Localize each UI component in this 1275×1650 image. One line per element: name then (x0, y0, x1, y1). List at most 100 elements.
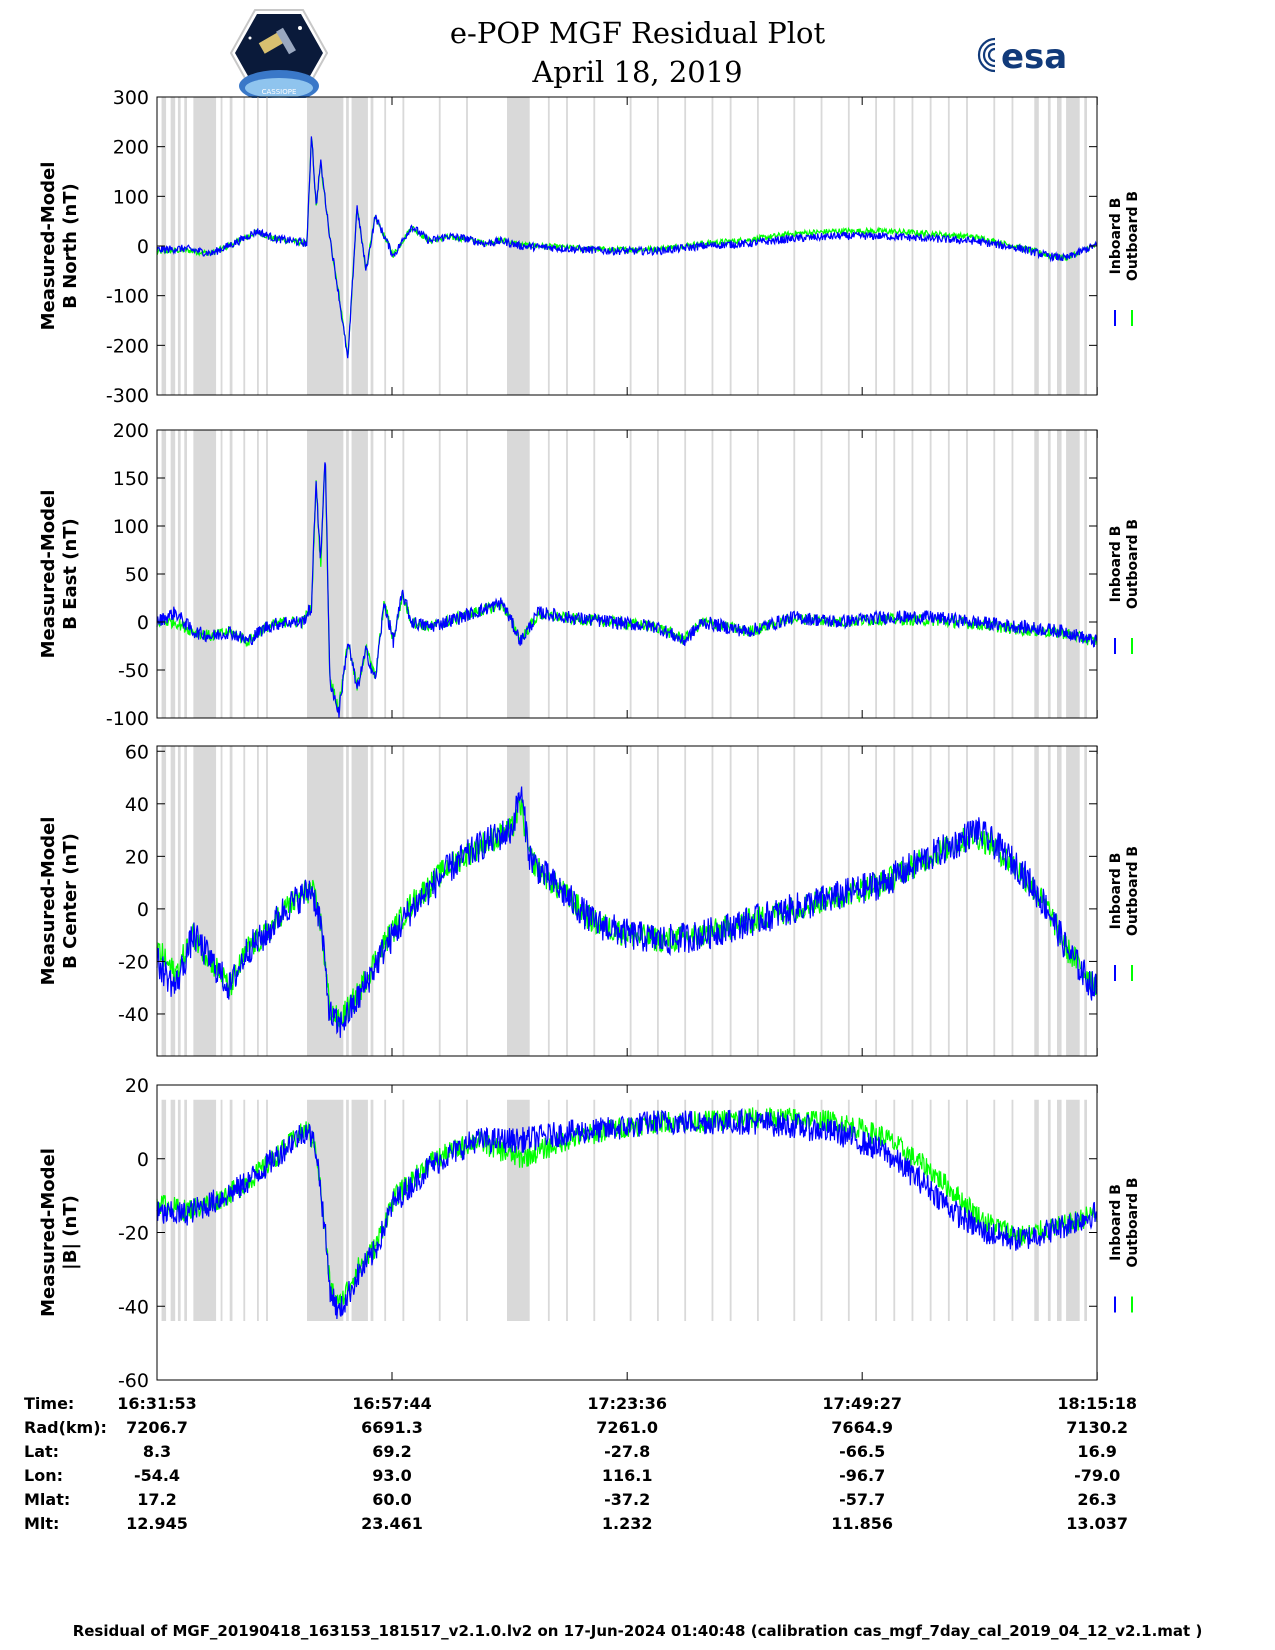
data-gap-shading (1047, 430, 1051, 718)
data-gap-shading (1011, 430, 1014, 718)
cassiope-logo-text: CASSIOPE (262, 88, 297, 96)
data-gap-shading (929, 430, 932, 718)
info-row-label: Time: (24, 1394, 75, 1413)
esa-logo-text: esa (1001, 37, 1067, 77)
legend-outboard-label: Outboard B (1125, 191, 1141, 281)
esa-logo: esa (977, 36, 1067, 77)
panel-3: 60 40 20 0 -20 -40 Measured-ModelB Center (nT)… (38, 741, 1141, 1057)
data-gap-shading (402, 430, 405, 718)
info-value-time: 17:49:27 (822, 1394, 902, 1413)
info-value-lon: -54.4 (133, 1466, 181, 1485)
data-gap-shading (593, 97, 596, 395)
data-gap-shading (547, 430, 550, 718)
data-gap-shading (1057, 430, 1062, 718)
data-gap-shading (966, 746, 968, 1056)
cassiope-logo: CASSIOPE (230, 9, 328, 98)
y-tick-label: 0 (137, 899, 149, 921)
data-gap-shading (793, 97, 796, 395)
data-gap-shading (507, 430, 530, 718)
data-gap-shading (911, 430, 914, 718)
legend-inboard-label: Inboard B (1108, 853, 1124, 930)
data-gap-shading (629, 746, 632, 1056)
y-tick-label: 0 (137, 236, 149, 258)
data-gap-shading (161, 746, 167, 1056)
data-gap-shading (993, 1099, 996, 1321)
y-tick-label: -60 (118, 1370, 149, 1392)
data-gap-shading (229, 746, 233, 1056)
info-value-time: 16:31:53 (117, 1394, 197, 1413)
info-value-time: 16:57:44 (352, 1394, 432, 1413)
info-value-mlt: 1.232 (601, 1514, 653, 1533)
y-axis-label: Measured-Model|B| (nT) (38, 1148, 81, 1317)
data-gap-shading (566, 1099, 568, 1321)
data-gap-shading (384, 97, 387, 395)
y-axis-label-line1: Measured-Model (38, 1148, 59, 1317)
data-gap-shading (684, 1099, 687, 1321)
data-gap-shading (266, 1099, 268, 1321)
inboard-series-line (156, 462, 1098, 718)
data-gap-shading (729, 746, 732, 1056)
data-gap-shading (346, 746, 349, 1056)
data-gap-shading (384, 746, 387, 1056)
data-gap-shading (966, 97, 968, 395)
y-tick-label: 100 (113, 186, 149, 208)
data-gap-shading (547, 1099, 550, 1321)
data-gap-shading (370, 746, 374, 1056)
panel-2: 200 150 100 50 0 -50 -100 Measured-ModelB East … (38, 420, 1141, 730)
y-axis-label-line2: B North (nT) (60, 183, 81, 309)
legend-inboard-label: Inboard B (1108, 1184, 1124, 1261)
data-gap-shading (793, 746, 796, 1056)
data-gap-shading (170, 430, 176, 718)
data-gap-shading (711, 1099, 714, 1321)
data-gap-shading (875, 746, 877, 1056)
info-value-mlt: 23.461 (361, 1514, 423, 1533)
data-gap-shading (793, 430, 796, 718)
data-gap-shading (893, 746, 896, 1056)
info-value-mlt: 11.856 (831, 1514, 894, 1533)
data-gap-shading (266, 430, 268, 718)
y-axis-label: Measured-ModelB East (nT) (38, 490, 81, 659)
data-gap-shading (184, 746, 187, 1056)
data-gap-shading (243, 430, 246, 718)
y-tick-label: 20 (125, 1075, 149, 1097)
info-row-label: Rad(km): (24, 1418, 107, 1437)
y-axis-label-line2: B East (nT) (60, 518, 81, 630)
data-gap-shading (438, 430, 441, 718)
data-gap-shading (1034, 97, 1039, 395)
data-gap-shading (684, 430, 687, 718)
panel-4: 20 0 -20 -40 -60 Measured-Model|B| (nT) Inboar… (38, 1075, 1141, 1392)
data-gap-shading (438, 97, 441, 395)
data-gap-shading (847, 97, 850, 395)
data-gap-shading (1057, 1099, 1062, 1321)
info-row-label: Lon: (24, 1466, 63, 1485)
info-row-label: Mlt: (24, 1514, 60, 1533)
info-value-rad: 6691.3 (361, 1418, 423, 1437)
info-value-lon: -79.0 (1074, 1466, 1121, 1485)
data-gap-shading (384, 1099, 387, 1321)
data-gap-shading (220, 746, 223, 1056)
data-gap-shading (193, 97, 217, 395)
data-gap-shading (438, 746, 441, 1056)
info-value-rad: 7130.2 (1066, 1418, 1129, 1437)
outboard-series-line (156, 138, 1097, 358)
data-gap-shading (1084, 97, 1087, 395)
data-gap-shading (220, 430, 223, 718)
data-gap-shading (1011, 746, 1014, 1056)
data-gap-shading (711, 430, 714, 718)
y-tick-label: -50 (118, 660, 149, 682)
data-gap-shading (1034, 1099, 1039, 1321)
data-gap-shading (1057, 746, 1062, 1056)
data-gap-shading (266, 97, 268, 395)
data-gap-shading (929, 1099, 932, 1321)
data-gap-shading (629, 97, 632, 395)
y-tick-label: 150 (113, 468, 149, 490)
legend-outboard-label: Outboard B (1125, 846, 1141, 936)
data-gap-shading (911, 746, 914, 1056)
y-axis-label-line1: Measured-Model (38, 817, 59, 986)
data-gap-shading (1066, 746, 1080, 1056)
data-gap-shading (351, 97, 368, 395)
y-tick-label: -20 (118, 1223, 149, 1245)
data-gap-shading (402, 97, 405, 395)
y-tick-label: -200 (106, 335, 149, 357)
